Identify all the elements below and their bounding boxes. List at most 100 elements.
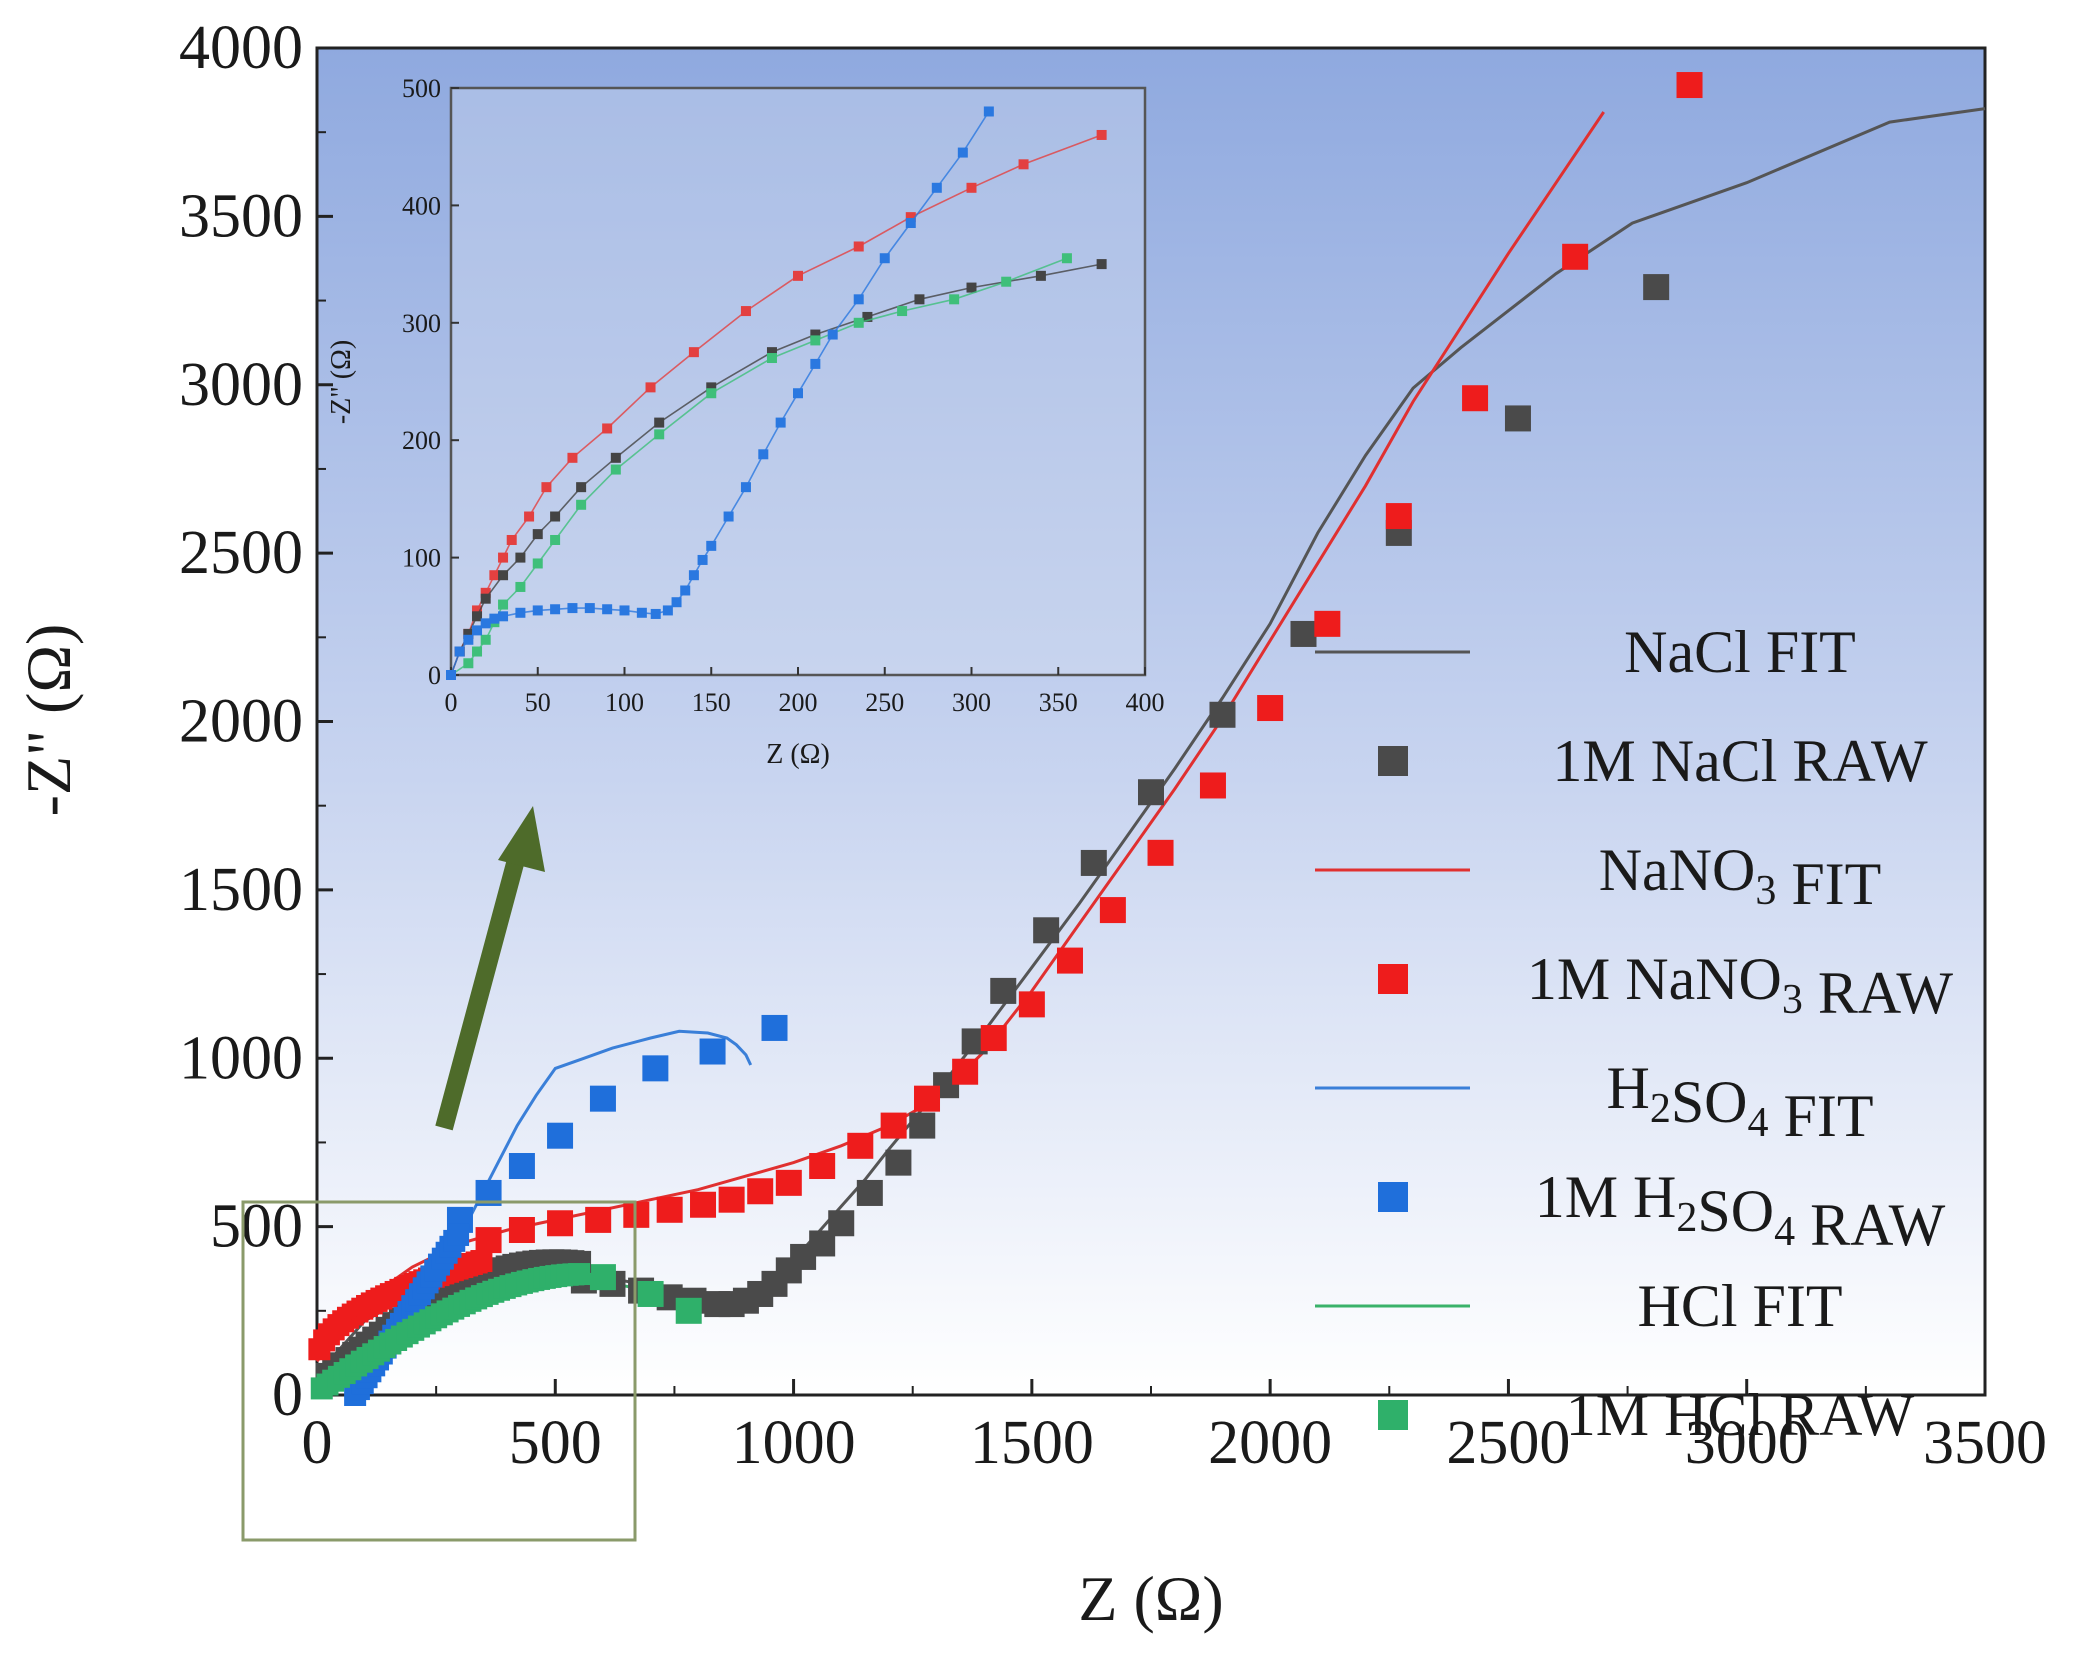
inset-x-tick-label: 100 — [605, 688, 644, 717]
data-point — [828, 1210, 855, 1237]
data-point — [1033, 917, 1060, 944]
data-point — [914, 1085, 941, 1112]
inset-data-point — [662, 605, 673, 616]
inset-data-point — [853, 241, 864, 252]
legend-item: 1M NaCl RAW — [1378, 728, 1928, 794]
inset-y-tick-label: 500 — [402, 74, 441, 103]
inset-data-point — [758, 449, 769, 460]
inset-data-point — [957, 147, 968, 158]
inset-x-axis-title: Z (Ω) — [766, 739, 830, 770]
data-point — [718, 1186, 745, 1213]
legend-label: NaNO3 FIT — [1599, 837, 1882, 917]
data-point — [690, 1191, 717, 1218]
x-tick-label: 1500 — [970, 1409, 1094, 1477]
inset-data-point — [619, 605, 630, 616]
y-tick-label: 3500 — [179, 182, 303, 250]
inset-data-point — [472, 646, 483, 657]
inset-y-tick-label: 100 — [402, 544, 441, 573]
data-point — [1643, 274, 1670, 301]
data-point — [447, 1223, 470, 1246]
data-point — [1099, 897, 1126, 924]
inset-data-point — [541, 482, 552, 493]
inset-data-point — [463, 628, 474, 639]
x-tick-label: 3000 — [1685, 1409, 1809, 1477]
y-tick-label: 1000 — [179, 1024, 303, 1092]
legend-label: 1M HCl RAW — [1566, 1382, 1915, 1448]
inset-data-point — [914, 294, 925, 305]
data-point — [642, 1055, 669, 1082]
inset-data-point — [766, 353, 777, 364]
inset-data-point — [697, 554, 708, 565]
inset-data-point — [688, 570, 699, 581]
inset-data-point — [480, 634, 491, 645]
data-point — [761, 1014, 788, 1041]
data-point — [1138, 779, 1164, 806]
x-tick-label: 1000 — [732, 1409, 856, 1477]
inset-data-point — [645, 382, 656, 393]
inset-x-tick-label: 400 — [1126, 688, 1165, 717]
inset-x-tick-label: 0 — [445, 688, 458, 717]
inset-data-point — [498, 552, 509, 563]
inset-data-point — [966, 182, 977, 193]
data-point — [568, 1263, 591, 1286]
data-point — [885, 1149, 912, 1176]
inset-data-point — [524, 511, 535, 522]
legend-label: 1M NaNO3 RAW — [1527, 946, 1954, 1026]
inset-data-point — [810, 358, 821, 369]
inset-data-point — [897, 306, 908, 317]
data-point — [1504, 405, 1531, 432]
inset-data-point — [576, 482, 587, 493]
data-point — [589, 1264, 616, 1291]
inset-data-point — [498, 611, 509, 622]
inset-data-point — [610, 452, 621, 463]
data-point — [699, 1038, 726, 1065]
inset-y-tick-label: 300 — [402, 309, 441, 338]
inset-x-tick-label: 200 — [779, 688, 818, 717]
legend-square-swatch — [1378, 964, 1408, 994]
legend: NaCl FIT 1M NaCl RAW NaNO3 FIT 1M NaNO3 RAW… — [1315, 619, 1953, 1448]
x-tick-label: 2000 — [1208, 1409, 1332, 1477]
inset-data-point — [636, 607, 647, 618]
inset-chart: 0 50 100 150 200 250 300 350 400 0 100 200 300 400 500… — [326, 74, 1165, 770]
y-axis-title: -Z" (Ω) — [13, 624, 84, 817]
inset-data-point — [706, 540, 717, 551]
legend-label: NaCl FIT — [1624, 619, 1856, 685]
inset-data-point — [550, 604, 561, 615]
data-point — [1056, 947, 1083, 974]
data-point — [1462, 385, 1489, 412]
legend-square-swatch — [1378, 1400, 1408, 1430]
plot-area — [315, 46, 1987, 1397]
inset-y-tick-label: 0 — [428, 661, 441, 690]
inset-y-tick-label: 200 — [402, 426, 441, 455]
inset-data-point — [706, 382, 717, 393]
data-point — [775, 1169, 802, 1196]
data-point — [585, 1206, 612, 1233]
data-point — [952, 1058, 979, 1085]
data-point — [856, 1179, 883, 1206]
inset-x-tick-label: 250 — [865, 688, 904, 717]
legend-item: NaNO3 FIT — [1315, 837, 1881, 917]
inset-data-point — [931, 182, 942, 193]
inset-data-point — [680, 585, 691, 596]
y-tick-label: 3000 — [179, 351, 303, 419]
inset-arrow — [435, 806, 545, 1131]
x-tick-label: 500 — [509, 1409, 602, 1477]
inset-data-point — [966, 282, 977, 293]
data-point — [508, 1153, 535, 1180]
inset-data-point — [793, 388, 803, 399]
data-point — [656, 1196, 683, 1223]
inset-series-hcl — [446, 253, 1072, 680]
inset-data-point — [740, 306, 751, 317]
inset-data-point — [532, 529, 543, 540]
data-point — [980, 1025, 1007, 1052]
inset-data-point — [905, 212, 916, 223]
inset-data-point — [515, 581, 526, 592]
inset-x-tick-label: 50 — [525, 688, 551, 717]
inset-data-point — [766, 347, 777, 358]
inset-data-point — [949, 294, 960, 305]
hcl-dense-points — [310, 1263, 591, 1400]
legend-label: H2SO4 FIT — [1606, 1055, 1873, 1149]
inset-data-point — [1096, 259, 1107, 270]
